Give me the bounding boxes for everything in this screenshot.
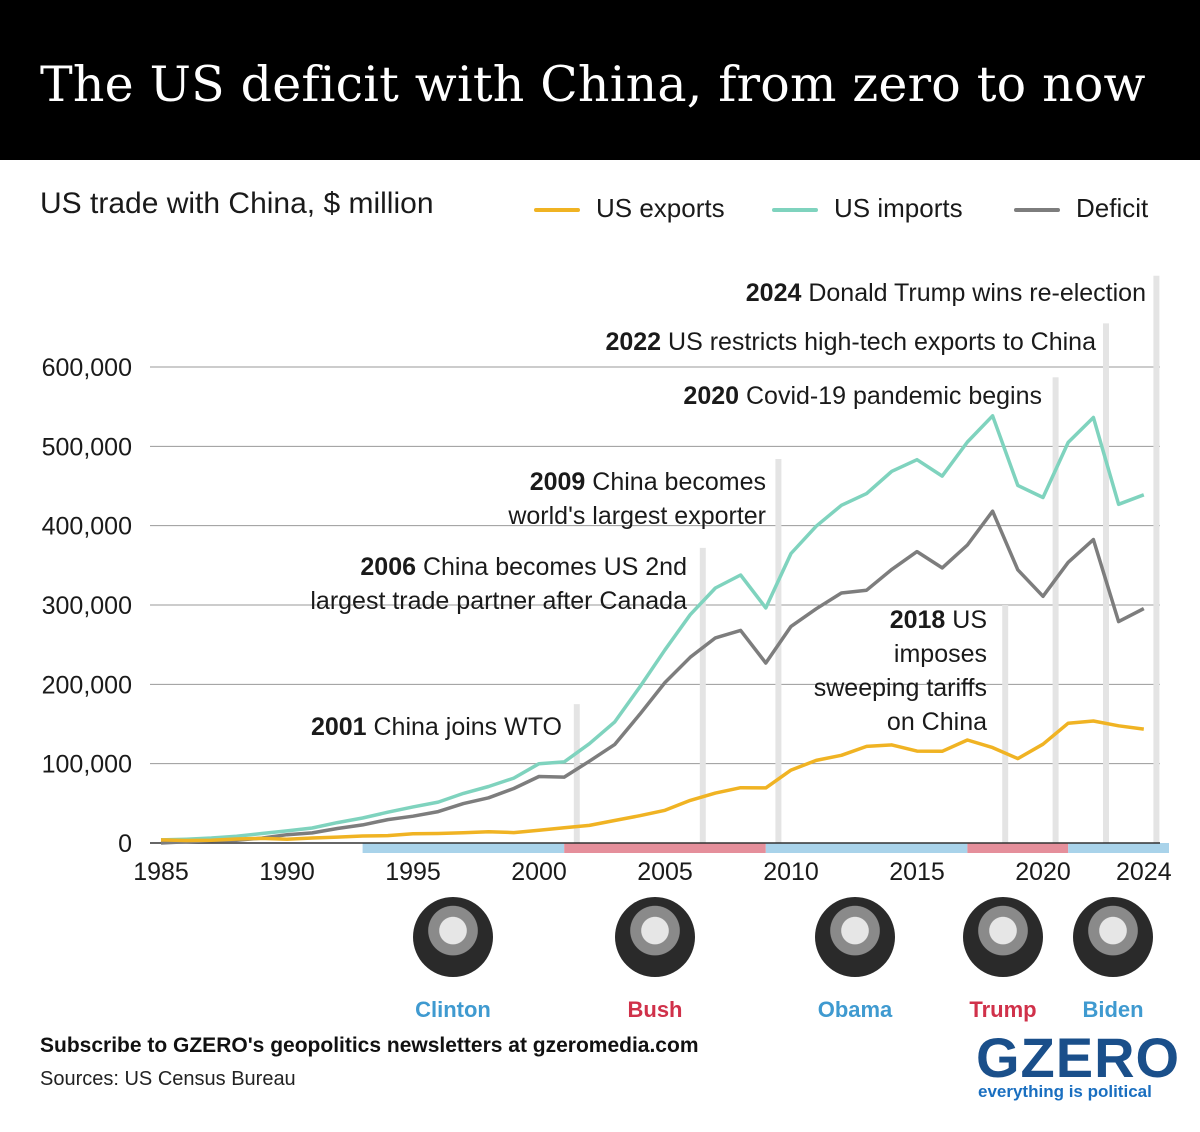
- president-biden: Biden: [1058, 897, 1168, 1023]
- clinton-portrait: [413, 897, 493, 977]
- president-name: Bush: [627, 997, 683, 1022]
- chart-subtitle: US trade with China, $ million: [40, 187, 434, 220]
- biden-portrait: [1073, 897, 1153, 977]
- annotation-2009: world's largest exporter: [507, 502, 766, 530]
- term-band: [564, 843, 766, 853]
- event-bar: [573, 704, 580, 843]
- term-band: [1068, 843, 1169, 853]
- y-tick-label: 400,000: [42, 513, 132, 541]
- y-tick-label: 200,000: [42, 671, 132, 699]
- annotation-text: US restricts high-tech exports to China: [668, 328, 1096, 356]
- gzero-logo: GZERO: [976, 1026, 1181, 1089]
- annotation-text: Covid-19 pandemic begins: [746, 382, 1042, 410]
- page-title: The US deficit with China, from zero to …: [40, 56, 1146, 113]
- annotation-text: China becomes US 2nd: [423, 553, 687, 581]
- event-bar: [1153, 275, 1160, 843]
- event-bar: [1052, 377, 1059, 843]
- x-tick-label: 2005: [637, 858, 693, 886]
- president-name: Trump: [969, 997, 1037, 1022]
- x-tick-label: 2024: [1116, 858, 1172, 886]
- y-tick-label: 0: [118, 830, 132, 858]
- president-name: Biden: [1082, 997, 1144, 1022]
- legend-label-deficit: Deficit: [1076, 193, 1149, 223]
- series-line-us-exports: [160, 719, 1145, 843]
- title-bar: The US deficit with China, from zero to …: [0, 0, 1200, 160]
- annotation-2020: 2020 Covid-19 pandemic begins: [683, 382, 1042, 410]
- series-line-deficit: [160, 509, 1145, 845]
- series-line-us-imports: [160, 414, 1145, 842]
- annotation-year: 2020: [683, 382, 746, 410]
- subscribe-text: Subscribe to GZERO's geopolitics newslet…: [40, 1034, 699, 1057]
- annotation-2018: sweeping tariffs: [814, 674, 987, 702]
- y-tick-label: 600,000: [42, 354, 132, 382]
- annotation-year: 2009: [530, 468, 593, 496]
- annotation-text: China joins WTO: [374, 713, 563, 741]
- annotation-2009: 2009 China becomes: [530, 468, 766, 496]
- x-tick-label: 1990: [259, 858, 315, 886]
- annotation-text: Donald Trump wins re-election: [808, 279, 1146, 307]
- legend-label-imports: US imports: [834, 193, 963, 223]
- x-tick-label: 2015: [889, 858, 945, 886]
- annotation-2022: 2022 US restricts high-tech exports to C…: [605, 328, 1096, 356]
- president-obama: Obama: [800, 897, 910, 1023]
- source-text: Sources: US Census Bureau: [40, 1068, 296, 1090]
- y-tick-label: 300,000: [42, 592, 132, 620]
- event-bar: [699, 547, 706, 843]
- annotation-year: 2001: [311, 713, 374, 741]
- annotation-text: China becomes: [592, 468, 766, 496]
- legend-swatch-imports: [772, 208, 818, 212]
- annotation-year: 2018: [890, 606, 953, 634]
- annotation-text: US: [952, 606, 987, 634]
- annotation-2001: 2001 China joins WTO: [311, 713, 562, 741]
- legend-label-exports: US exports: [596, 193, 725, 223]
- x-tick-label: 1985: [133, 858, 189, 886]
- legend-swatch-exports: [534, 208, 580, 212]
- y-tick-label: 100,000: [42, 751, 132, 779]
- term-band: [765, 843, 968, 853]
- annotation-2024: 2024 Donald Trump wins re-election: [746, 279, 1146, 307]
- annotation-2006: 2006 China becomes US 2nd: [360, 553, 687, 581]
- y-tick-label: 500,000: [42, 433, 132, 461]
- trump-portrait: [963, 897, 1043, 977]
- legend-swatch-deficit: [1014, 208, 1060, 212]
- bush-portrait: [615, 897, 695, 977]
- annotation-year: 2022: [605, 328, 668, 356]
- event-bar: [775, 459, 782, 843]
- annotation-2018: on China: [887, 708, 987, 736]
- term-band: [967, 843, 1069, 853]
- annotation-2018: imposes: [894, 640, 987, 668]
- x-tick-label: 2020: [1015, 858, 1071, 886]
- x-tick-label: 1995: [385, 858, 441, 886]
- event-bar: [1002, 605, 1009, 843]
- term-band: [362, 843, 565, 853]
- annotation-year: 2024: [746, 279, 809, 307]
- president-trump: Trump: [948, 897, 1058, 1023]
- annotation-2018: 2018 US: [890, 606, 987, 634]
- annotation-2006: largest trade partner after Canada: [310, 587, 687, 615]
- president-name: Clinton: [415, 997, 491, 1022]
- annotation-year: 2006: [360, 553, 423, 581]
- obama-portrait: [815, 897, 895, 977]
- x-tick-label: 2000: [511, 858, 567, 886]
- president-name: Obama: [817, 997, 893, 1022]
- gzero-tagline: everything is political: [978, 1082, 1152, 1101]
- president-bush: Bush: [600, 897, 710, 1023]
- president-clinton: Clinton: [398, 897, 508, 1023]
- x-tick-label: 2010: [763, 858, 819, 886]
